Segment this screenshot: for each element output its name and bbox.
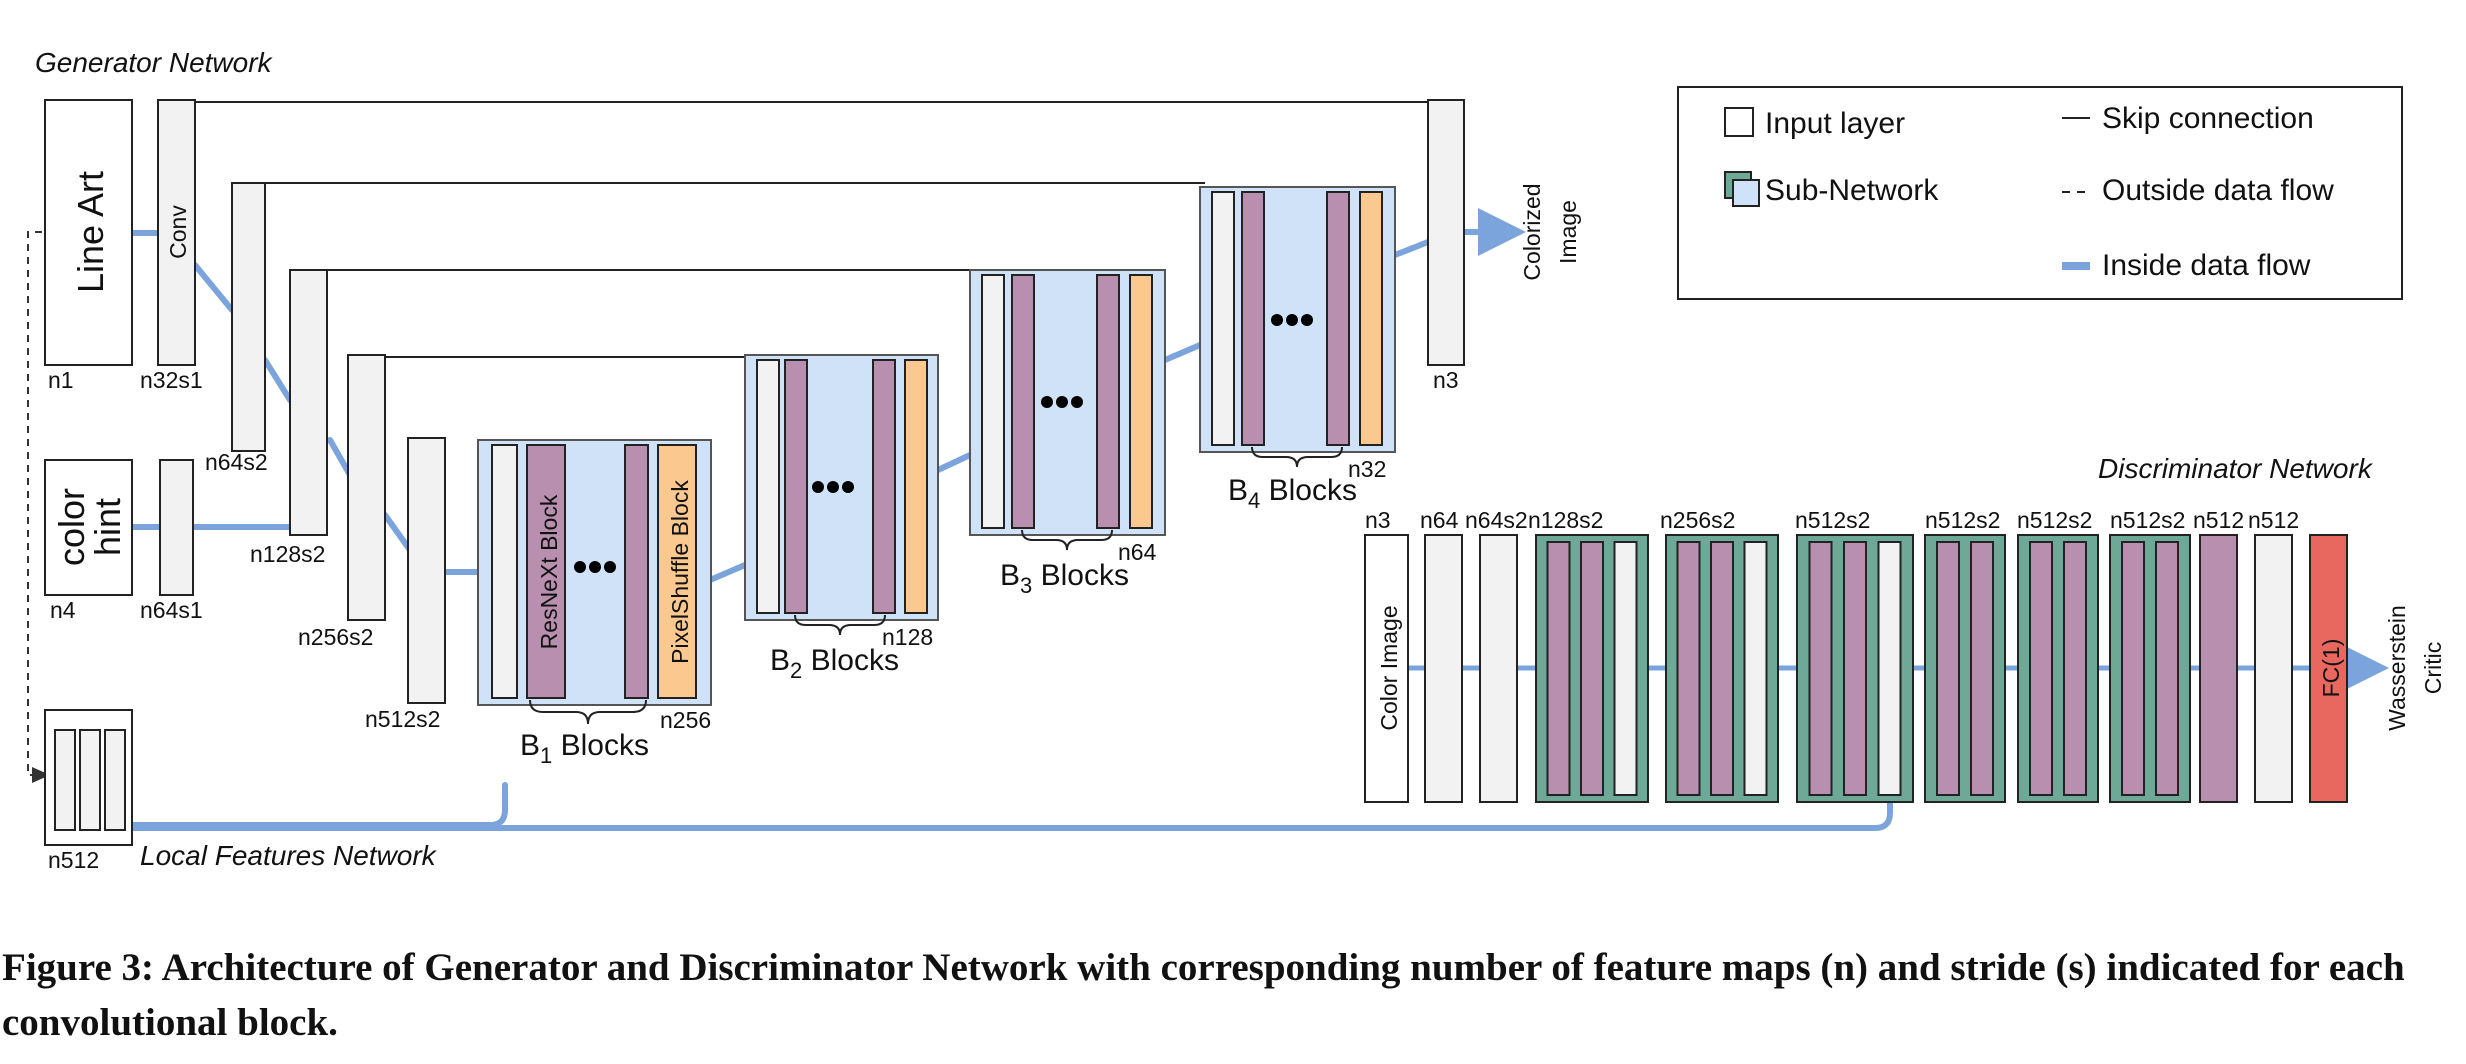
encoder-layer-n128s2	[289, 269, 328, 536]
resnext-label: ResNeXt Block	[536, 494, 562, 649]
label-n32s1: n32s1	[140, 367, 203, 393]
generator-title: Generator Network	[35, 47, 274, 78]
b3-label: B3 Blocks	[1000, 559, 1129, 598]
disc-subnetwork-layer	[1710, 541, 1734, 796]
wasserstein-line1: Wasserstein	[2384, 605, 2410, 731]
disc-layer-label: n512s2	[2110, 507, 2185, 533]
input-layer-legend-icon	[1724, 107, 1754, 137]
line-art-label: Line Art	[70, 171, 111, 293]
disc-subnetwork-layer	[1843, 541, 1867, 796]
pixelshuffle-block	[657, 444, 697, 699]
disc-layer-label: n64s2	[1465, 507, 1528, 533]
b3-n-label: n64	[1118, 539, 1157, 565]
disc-layer-label: n128s2	[1528, 507, 1603, 533]
encoder-layer-n256s2	[347, 354, 386, 621]
disc-layer-label: n512s2	[1795, 507, 1870, 533]
disc-subnetwork-layer	[1743, 541, 1768, 796]
b4-n-label: n32	[1348, 456, 1386, 482]
local-features-layer	[54, 729, 76, 831]
disc-layer-n512-purple	[2199, 534, 2238, 803]
color-image-label: Color Image	[1376, 605, 1402, 730]
colorized-image-line1: Colorized	[1519, 183, 1545, 280]
b1-label: B1 Blocks	[520, 729, 649, 768]
b1-blocks: ResNeXt Block PixelShuffle Block B1 Bloc…	[477, 439, 712, 768]
label-n512s2: n512s2	[365, 706, 440, 732]
figure-caption: Figure 3: Architecture of Generator and …	[2, 946, 2405, 1044]
disc-subnetwork-layer	[1936, 541, 1960, 796]
fc-layer	[2309, 534, 2348, 803]
disc-subnetwork-layer	[2155, 541, 2179, 796]
skip-connections	[175, 101, 1428, 358]
b4-blocks: B4 Blocks n32	[1199, 186, 1396, 513]
disc-subnetwork-layer	[1877, 541, 1902, 796]
local-features-layer	[104, 729, 126, 831]
label-n128s2: n128s2	[250, 541, 325, 567]
line-art-input	[44, 99, 133, 366]
disc-layer-label: n512	[2248, 507, 2299, 533]
label-n64s1: n64s1	[140, 597, 203, 623]
architecture-diagram: Generator Network Line Art n1 Conv n32s1…	[27, 47, 2446, 873]
b2-label: B2 Blocks	[770, 644, 899, 683]
disc-subnetwork-layer	[2121, 541, 2145, 796]
pixelshuffle-label: PixelShuffle Block	[667, 480, 693, 664]
disc-subnetwork-layer	[1580, 541, 1604, 796]
b1-n-label: n256	[660, 707, 711, 733]
conv-label: Conv	[165, 205, 191, 259]
label-out-n3: n3	[1433, 367, 1459, 393]
disc-layer-n64s2	[1479, 534, 1518, 803]
b2-blocks: B2 Blocks n128	[744, 354, 939, 683]
label-n4: n4	[50, 597, 76, 623]
disc-subnetwork-layer	[1808, 541, 1833, 796]
encoder-layer-n512s2	[407, 437, 446, 704]
local-features-title: Local Features Network	[140, 840, 438, 871]
color-hint-input	[44, 459, 133, 596]
disc-subnetworks	[1535, 534, 2191, 803]
output-layer-n3	[1427, 99, 1465, 366]
legend: Input layer Sub-Network Skip connection …	[1677, 86, 2403, 300]
legend-skip: Skip connection	[2102, 102, 2314, 135]
disc-subnetwork-layer	[1970, 541, 1994, 796]
b2-n-label: n128	[882, 624, 933, 650]
label-n512: n512	[48, 847, 99, 873]
label-n256s2: n256s2	[298, 624, 373, 650]
inside-data-flow	[127, 230, 1893, 831]
label-n1: n1	[48, 367, 74, 393]
disc-layer-label: n64	[1420, 507, 1459, 533]
disc-layer-label: n512	[2193, 507, 2244, 533]
disc-labels: n3 n64 n64s2 n128s2 n256s2 n512s2 n512s2 n512s2…	[1365, 507, 2299, 533]
disc-subnetwork-layer	[2029, 541, 2053, 796]
disc-subnetwork-layer	[1613, 541, 1638, 796]
disc-layer-label: n256s2	[1660, 507, 1735, 533]
b4-label: B4 Blocks	[1228, 474, 1357, 513]
discriminator-title: Discriminator Network	[2098, 453, 2374, 484]
disc-subnetwork-layer	[1546, 541, 1571, 796]
disc-subnetwork-layer	[2063, 541, 2087, 796]
conv-layer	[157, 99, 196, 366]
color-hint-label-line2: hint	[87, 498, 128, 556]
b3-blocks: B3 Blocks n64	[969, 269, 1166, 598]
fc-label: FC(1)	[2318, 639, 2344, 698]
label-n64s2: n64s2	[205, 449, 268, 475]
encoder-layer-n64s2	[231, 182, 266, 452]
disc-layer-label: n512s2	[2017, 507, 2092, 533]
legend-inside: Inside data flow	[2102, 249, 2311, 282]
disc-subnetwork-layer	[1676, 541, 1701, 796]
discriminator-input	[1364, 534, 1409, 803]
resnext-block	[526, 444, 566, 699]
legend-outside: Outside data flow	[2102, 174, 2334, 207]
local-features-layer	[79, 729, 101, 831]
disc-layer-label: n3	[1365, 507, 1391, 533]
legend-sub-network: Sub-Network	[1765, 174, 1939, 207]
wasserstein-line2: Critic	[2420, 642, 2446, 694]
disc-layer-label: n512s2	[1925, 507, 2000, 533]
hint-conv-layer	[159, 459, 194, 596]
disc-layer-n512	[2254, 534, 2293, 803]
legend-input-layer: Input layer	[1765, 107, 1905, 140]
outside-data-flow-line	[27, 231, 50, 783]
color-hint-label-line1: color	[51, 488, 92, 566]
colorized-image-line2: Image	[1555, 200, 1581, 264]
disc-layer-n64	[1424, 534, 1463, 803]
